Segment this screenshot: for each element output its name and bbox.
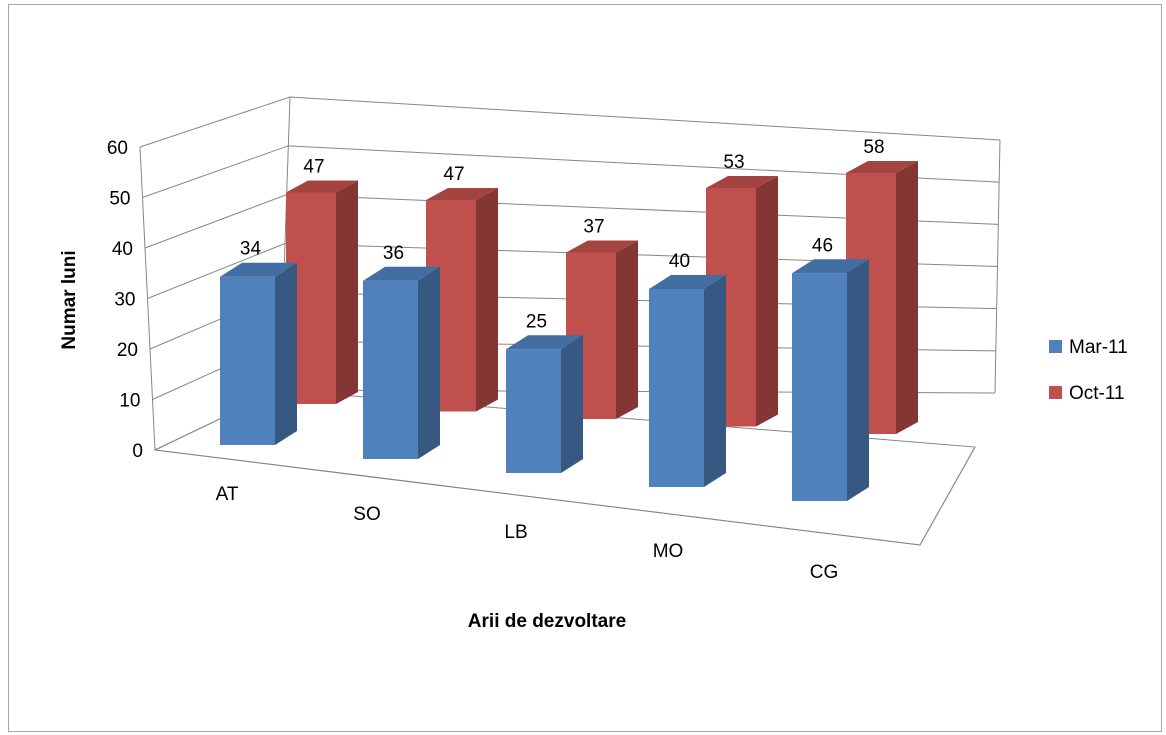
y-axis-ticks: 0 10 20 30 40 50 60 <box>107 138 143 462</box>
bar-Mar-11-AT <box>220 262 297 445</box>
bars <box>220 161 918 501</box>
y-axis-title: Numar luni <box>59 250 80 349</box>
bar-Mar-11-CG <box>792 259 869 501</box>
y-tick-label: 50 <box>109 189 130 210</box>
gridline <box>142 145 1000 198</box>
data-label: 53 <box>723 152 744 173</box>
data-label: 47 <box>303 157 324 178</box>
y-tick-label: 60 <box>107 138 128 159</box>
x-axis-title: Arii de dezvoltare <box>468 611 626 632</box>
legend-swatch <box>1049 340 1062 353</box>
data-labels: 47 47 37 53 58 34 36 25 40 46 <box>240 137 885 332</box>
bar-Mar-11-SO <box>363 266 440 459</box>
gridline <box>139 96 1001 148</box>
y-tick-label: 10 <box>119 391 140 412</box>
x-tick-label: LB <box>504 522 527 543</box>
data-label: 37 <box>583 217 604 238</box>
data-label: 34 <box>240 239 262 260</box>
y-tick-label: 40 <box>112 239 133 260</box>
data-label: 36 <box>383 243 404 264</box>
data-label: 46 <box>812 235 833 256</box>
y-tick-label: 30 <box>114 290 135 311</box>
y-tick-label: 20 <box>117 340 138 361</box>
data-label: 47 <box>443 164 464 185</box>
legend-swatch <box>1049 386 1062 399</box>
data-label: 25 <box>526 311 547 332</box>
y-tick-label: 0 <box>132 441 143 462</box>
bar-Mar-11-MO <box>649 275 726 487</box>
bar-Mar-11-LB <box>506 335 583 473</box>
legend-label: Mar-11 <box>1069 337 1128 358</box>
x-tick-label: SO <box>353 504 380 525</box>
bar-Oct-11-SO <box>426 188 498 412</box>
data-label: 58 <box>863 137 884 158</box>
x-tick-label: CG <box>810 562 839 583</box>
data-label: 40 <box>669 251 690 272</box>
floor-edge <box>154 446 976 546</box>
x-tick-label: MO <box>653 541 684 562</box>
x-axis-categories: AT SO LB MO CG <box>216 484 839 583</box>
legend: Mar-11 Oct-11 <box>1049 337 1128 404</box>
x-tick-label: AT <box>216 484 239 505</box>
bar-Oct-11-AT <box>286 180 358 404</box>
legend-label: Oct-11 <box>1069 383 1125 404</box>
